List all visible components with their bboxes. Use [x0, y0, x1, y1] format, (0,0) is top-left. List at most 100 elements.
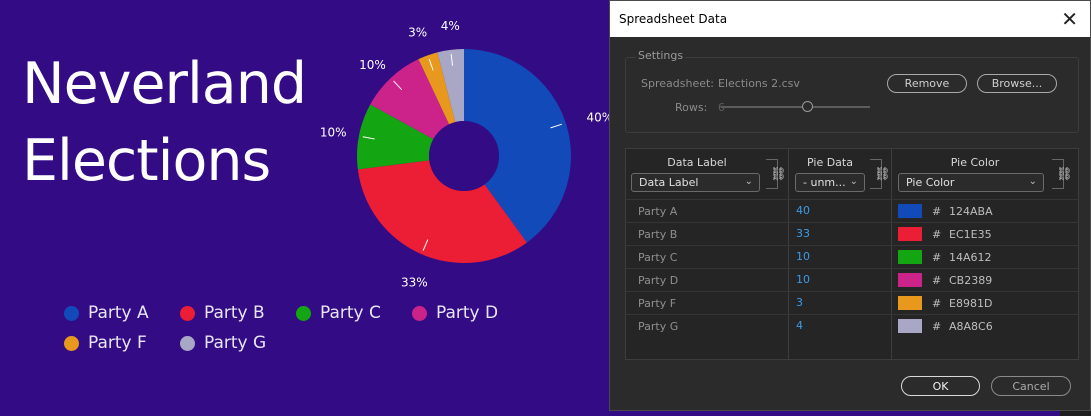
remove-button[interactable]: Remove [887, 74, 967, 93]
pie-color-select-value: Pie Color [906, 176, 955, 189]
column-data-label: Data Label Data Label ⌄ ⛓ [626, 149, 788, 201]
legend-swatch [180, 305, 195, 321]
rows-slider-track[interactable] [721, 106, 870, 108]
pie-data-select[interactable]: - unm... ⌄ [795, 173, 865, 192]
rows-slider-handle[interactable] [802, 101, 813, 112]
legend-swatch [412, 305, 427, 321]
spreadsheet-data-dialog: Spreadsheet Data ✕ Settings Spreadsheet:… [609, 0, 1091, 411]
table-row[interactable]: Party B 33 # EC1E35 [626, 222, 1078, 245]
hex-value[interactable]: E8981D [949, 297, 993, 310]
table-row[interactable]: Party G 4 # A8A8C6 [626, 314, 1078, 337]
chevron-down-icon: ⌄ [1028, 176, 1037, 187]
row-label: Party A [638, 205, 678, 218]
pie-slice [418, 52, 456, 125]
slice-tick [550, 123, 563, 129]
row-label: Party G [638, 320, 679, 333]
hex-value[interactable]: EC1E35 [949, 228, 992, 241]
data-label-select-value: Data Label [639, 176, 699, 189]
hash-symbol: # [932, 297, 942, 310]
legend-swatch [64, 335, 79, 351]
legend-item: Party C [296, 303, 381, 323]
slice-label: 10% [320, 126, 347, 140]
pie-slice [437, 49, 464, 123]
pie-slice [464, 49, 571, 243]
row-label: Party F [638, 297, 677, 310]
table-row[interactable]: Party C 10 #14A612 [626, 245, 1078, 268]
data-label-select[interactable]: Data Label ⌄ [631, 173, 760, 192]
settings-group: Settings Spreadsheet: Elections 2.csv Re… [625, 49, 1079, 133]
dialog-title: Spreadsheet Data [619, 12, 728, 26]
legend-item: Party B [180, 303, 265, 323]
legend-swatch [296, 305, 311, 321]
legend-label: Party G [204, 333, 267, 353]
settings-title: Settings [636, 49, 686, 62]
link-icon[interactable]: ⛓ [770, 167, 787, 182]
color-swatch[interactable] [898, 204, 922, 218]
row-value[interactable]: 10 [796, 273, 810, 286]
row-value[interactable]: 4 [796, 319, 803, 332]
hash-symbol: # [932, 228, 942, 241]
browse-button[interactable]: Browse... [977, 74, 1057, 93]
color-swatch[interactable] [898, 227, 922, 241]
slice-label: 10% [359, 58, 386, 72]
slice-label: 3% [408, 25, 427, 39]
row-label: Party B [638, 228, 678, 241]
color-swatch[interactable] [898, 250, 922, 264]
data-table: Data Label Data Label ⌄ ⛓ Pie Data - unm… [625, 148, 1079, 360]
legend-swatch [64, 305, 79, 321]
slice-tick [450, 53, 454, 66]
legend-item: Party G [180, 333, 266, 353]
chevron-down-icon: ⌄ [849, 176, 858, 187]
hash-symbol: # [932, 251, 942, 264]
hash-symbol: # [932, 320, 942, 333]
column-header-pie-data: Pie Data [807, 156, 853, 169]
legend-label: Party F [88, 333, 147, 353]
row-value[interactable]: 3 [796, 296, 803, 309]
color-swatch[interactable] [898, 319, 922, 333]
column-pie-data: Pie Data - unm... ⌄ ⛓ [789, 149, 891, 201]
hex-value[interactable]: CB2389 [949, 274, 993, 287]
title-line-2: Elections [22, 128, 271, 194]
table-row[interactable]: Party D 10 # CB2389 [626, 268, 1078, 291]
column-pie-color: Pie Color Pie Color ⌄ ⛓ [892, 149, 1078, 201]
close-icon[interactable]: ✕ [1061, 7, 1078, 31]
row-label: Party C [638, 251, 678, 264]
legend-swatch [180, 335, 195, 351]
row-value[interactable]: 33 [796, 227, 810, 240]
color-swatch[interactable] [898, 296, 922, 310]
hex-value[interactable]: A8A8C6 [949, 320, 993, 333]
pie-slice [357, 104, 434, 170]
row-value[interactable]: 40 [796, 204, 810, 217]
link-bracket [1052, 159, 1064, 189]
pie-data-select-value: - unm... [803, 176, 846, 189]
pie-color-select[interactable]: Pie Color ⌄ [898, 173, 1044, 192]
hash-symbol: # [932, 205, 942, 218]
slice-tick [428, 58, 434, 71]
link-bracket [766, 159, 778, 189]
unlink-icon[interactable]: ⛓ [874, 167, 891, 182]
row-label: Party D [638, 274, 679, 287]
title-line-1: Neverland [22, 51, 307, 117]
chevron-down-icon: ⌄ [744, 176, 753, 187]
table-row[interactable]: Party A 40 #124ABA [626, 199, 1078, 222]
slice-label: 33% [401, 276, 428, 290]
slice-tick [362, 136, 375, 140]
table-row[interactable]: Party F 3 # E8981D [626, 291, 1078, 314]
legend-label: Party D [436, 303, 499, 323]
hex-value[interactable]: 124ABA [949, 205, 993, 218]
legend-label: Party B [204, 303, 265, 323]
donut-hole [429, 121, 499, 191]
color-swatch[interactable] [898, 273, 922, 287]
spreadsheet-value: Elections 2.csv [718, 77, 800, 90]
row-value[interactable]: 10 [796, 250, 810, 263]
slice-label: 40% [587, 110, 614, 124]
link-bracket [870, 159, 882, 189]
spreadsheet-label: Spreadsheet: [641, 77, 714, 90]
pie-slice [370, 59, 450, 140]
hex-value[interactable]: 14A612 [949, 251, 992, 264]
cancel-button[interactable]: Cancel [991, 376, 1071, 396]
column-divider [891, 149, 892, 359]
link-icon[interactable]: ⛓ [1056, 167, 1073, 182]
ok-button[interactable]: OK [901, 376, 980, 396]
